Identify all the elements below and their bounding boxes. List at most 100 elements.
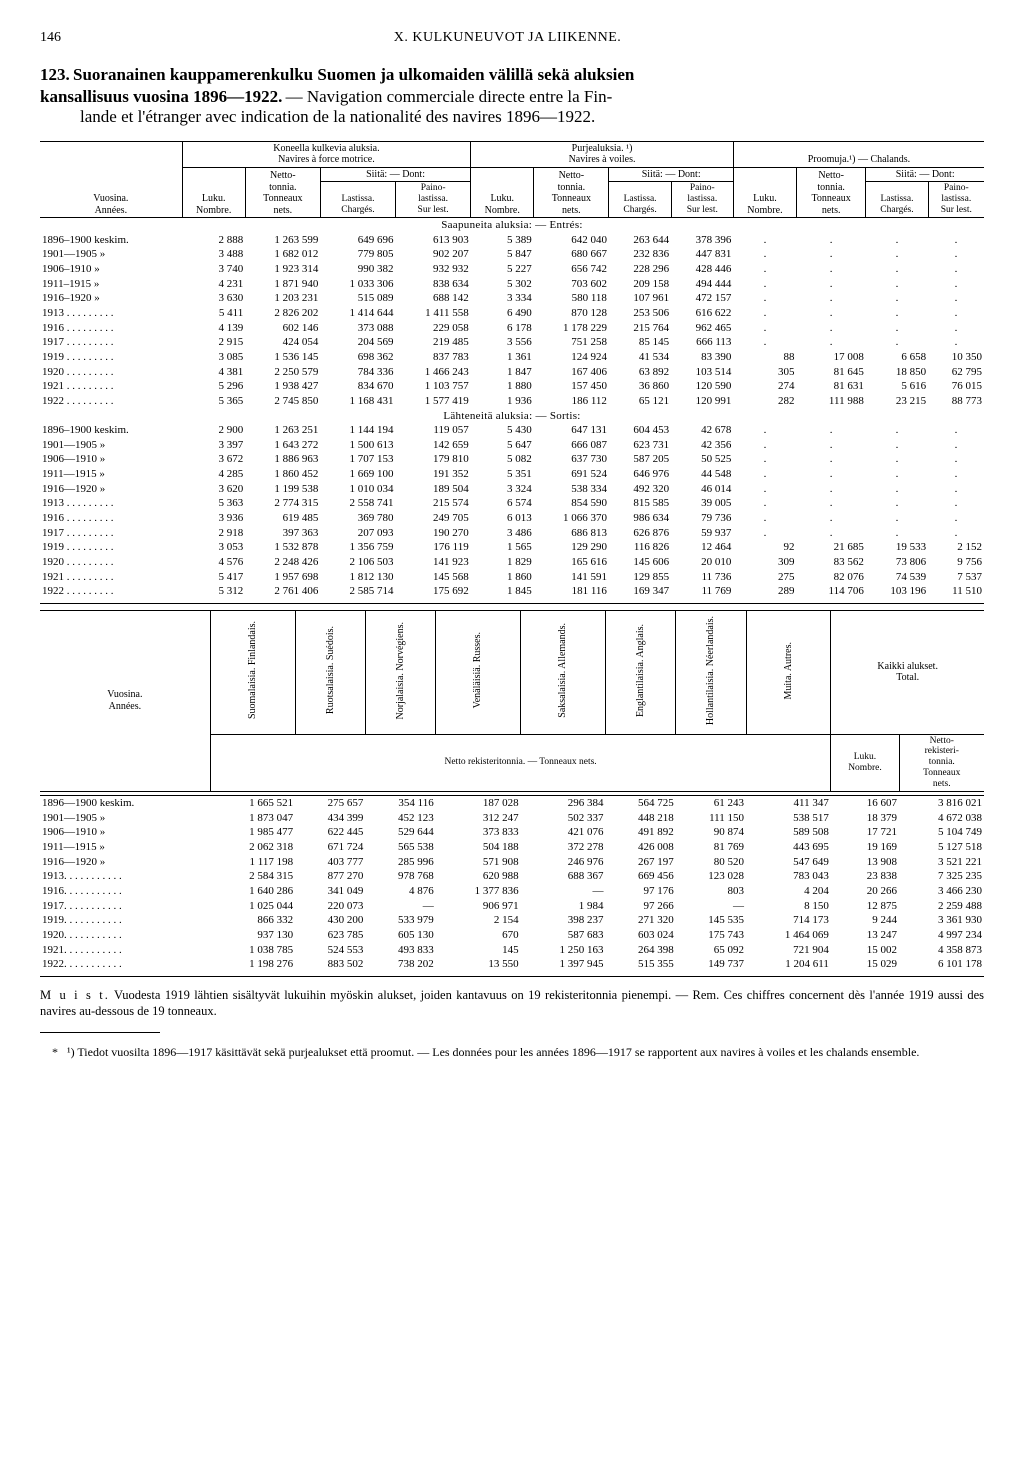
data-cell: 783 043 [746,869,831,884]
data-cell: 688 367 [521,869,606,884]
hdr2-subline: Netto rekisteritonnia. — Tonneaux nets. [210,734,831,792]
data-cell: 15 002 [831,943,899,958]
data-cell: 176 119 [396,540,471,555]
data-cell: 3 466 230 [899,884,984,899]
data-cell: 369 780 [320,511,395,526]
data-cell: . [866,262,928,277]
year-cell: 1913. . . . . . . . . . . [40,869,210,884]
data-cell: 65 092 [676,943,746,958]
data-cell: 1 397 945 [521,957,606,972]
data-cell: . [733,452,796,467]
table-row: 1901—1905 »1 873 047434 399452 123312 24… [40,811,984,826]
data-cell: 1 361 [471,350,534,365]
data-cell: 15 029 [831,957,899,972]
hdr2-col-6: Hollantilaisia. Néerlandais. [705,612,717,729]
data-cell: 88 773 [928,394,984,409]
data-cell: 403 777 [295,855,365,870]
hdr-netto-1: Netto- tonnia. Tonneaux nets. [245,167,320,217]
data-cell: 565 538 [365,840,435,855]
section-sortis: Lähteneitä aluksia: — Sortis: [40,409,984,424]
data-cell: 1 178 229 [534,321,609,336]
year-cell: 1896–1900 keskim. [40,423,182,438]
data-cell: 107 961 [609,291,671,306]
data-cell: 79 736 [671,511,733,526]
data-cell: 157 450 [534,379,609,394]
data-cell: . [733,496,796,511]
data-cell: 20 010 [671,555,733,570]
data-cell: 6 013 [471,511,534,526]
data-cell: 59 937 [671,526,733,541]
data-cell: 529 644 [365,825,435,840]
data-cell: . [796,335,865,350]
data-cell: 838 634 [396,277,471,292]
data-cell: 1 682 012 [245,247,320,262]
data-cell: . [796,452,865,467]
data-cell: . [928,526,984,541]
data-cell: 587 205 [609,452,671,467]
data-cell: . [928,335,984,350]
data-cell: . [866,321,928,336]
data-cell: 5 417 [182,570,245,585]
year-cell: 1919 . . . . . . . . . [40,540,182,555]
data-cell: 397 363 [245,526,320,541]
data-cell: 5 082 [471,452,534,467]
data-cell: 1 923 314 [245,262,320,277]
data-cell: 434 399 [295,811,365,826]
data-cell: 149 737 [676,957,746,972]
data-cell: 62 795 [928,365,984,380]
data-cell: 73 806 [866,555,928,570]
data-cell: 613 903 [396,233,471,248]
data-cell: 65 121 [609,394,671,409]
data-cell: 246 976 [521,855,606,870]
data-cell: 1 577 419 [396,394,471,409]
data-cell: 9 244 [831,913,899,928]
year-cell: 1920 . . . . . . . . . [40,555,182,570]
data-cell: 42 356 [671,438,733,453]
data-cell: 76 015 [928,379,984,394]
data-cell: 145 [436,943,521,958]
data-cell: . [796,291,865,306]
hdr-siita-1: Siitä: — Dont: [320,167,470,182]
data-cell: 698 362 [320,350,395,365]
data-cell: 20 266 [831,884,899,899]
data-cell: . [733,467,796,482]
data-cell: . [866,291,928,306]
year-cell: 1919. . . . . . . . . . . [40,913,210,928]
data-cell: 986 634 [609,511,671,526]
data-cell: 494 444 [671,277,733,292]
data-cell: — [521,884,606,899]
title-number: 123. [40,65,70,84]
data-cell: 145 606 [609,555,671,570]
data-cell: 978 768 [365,869,435,884]
data-cell: 1 033 306 [320,277,395,292]
data-cell: 1 536 145 [245,350,320,365]
hdr-siita-2: Siitä: — Dont: [609,167,733,182]
data-cell: 61 243 [676,796,746,811]
data-cell: 1 038 785 [210,943,295,958]
table-row: 1916–1920 »3 6301 203 231515 089688 1423… [40,291,984,306]
data-cell: . [928,496,984,511]
hdr-paino-2: Paino- lastissa. Sur lest. [671,182,733,218]
data-cell: 751 258 [534,335,609,350]
data-cell: 491 892 [605,825,675,840]
data-cell: 165 616 [534,555,609,570]
data-cell: 1 025 044 [210,899,295,914]
hdr2-years: Vuosina. Années. [40,610,210,791]
data-cell: 282 [733,394,796,409]
data-cell: 5 296 [182,379,245,394]
year-cell: 1911—1915 » [40,840,210,855]
data-cell: 1 204 611 [746,957,831,972]
data-cell: . [796,423,865,438]
data-cell: 649 696 [320,233,395,248]
data-cell: 373 833 [436,825,521,840]
year-cell: 1913 . . . . . . . . . [40,306,182,321]
data-cell: 6 101 178 [899,957,984,972]
table-row: 1920 . . . . . . . . .4 5762 248 4262 10… [40,555,984,570]
data-cell: . [796,262,865,277]
data-cell: . [796,306,865,321]
data-cell: 670 [436,928,521,943]
data-cell: 111 150 [676,811,746,826]
data-cell: 1 669 100 [320,467,395,482]
data-cell: 604 453 [609,423,671,438]
data-cell: 714 173 [746,913,831,928]
